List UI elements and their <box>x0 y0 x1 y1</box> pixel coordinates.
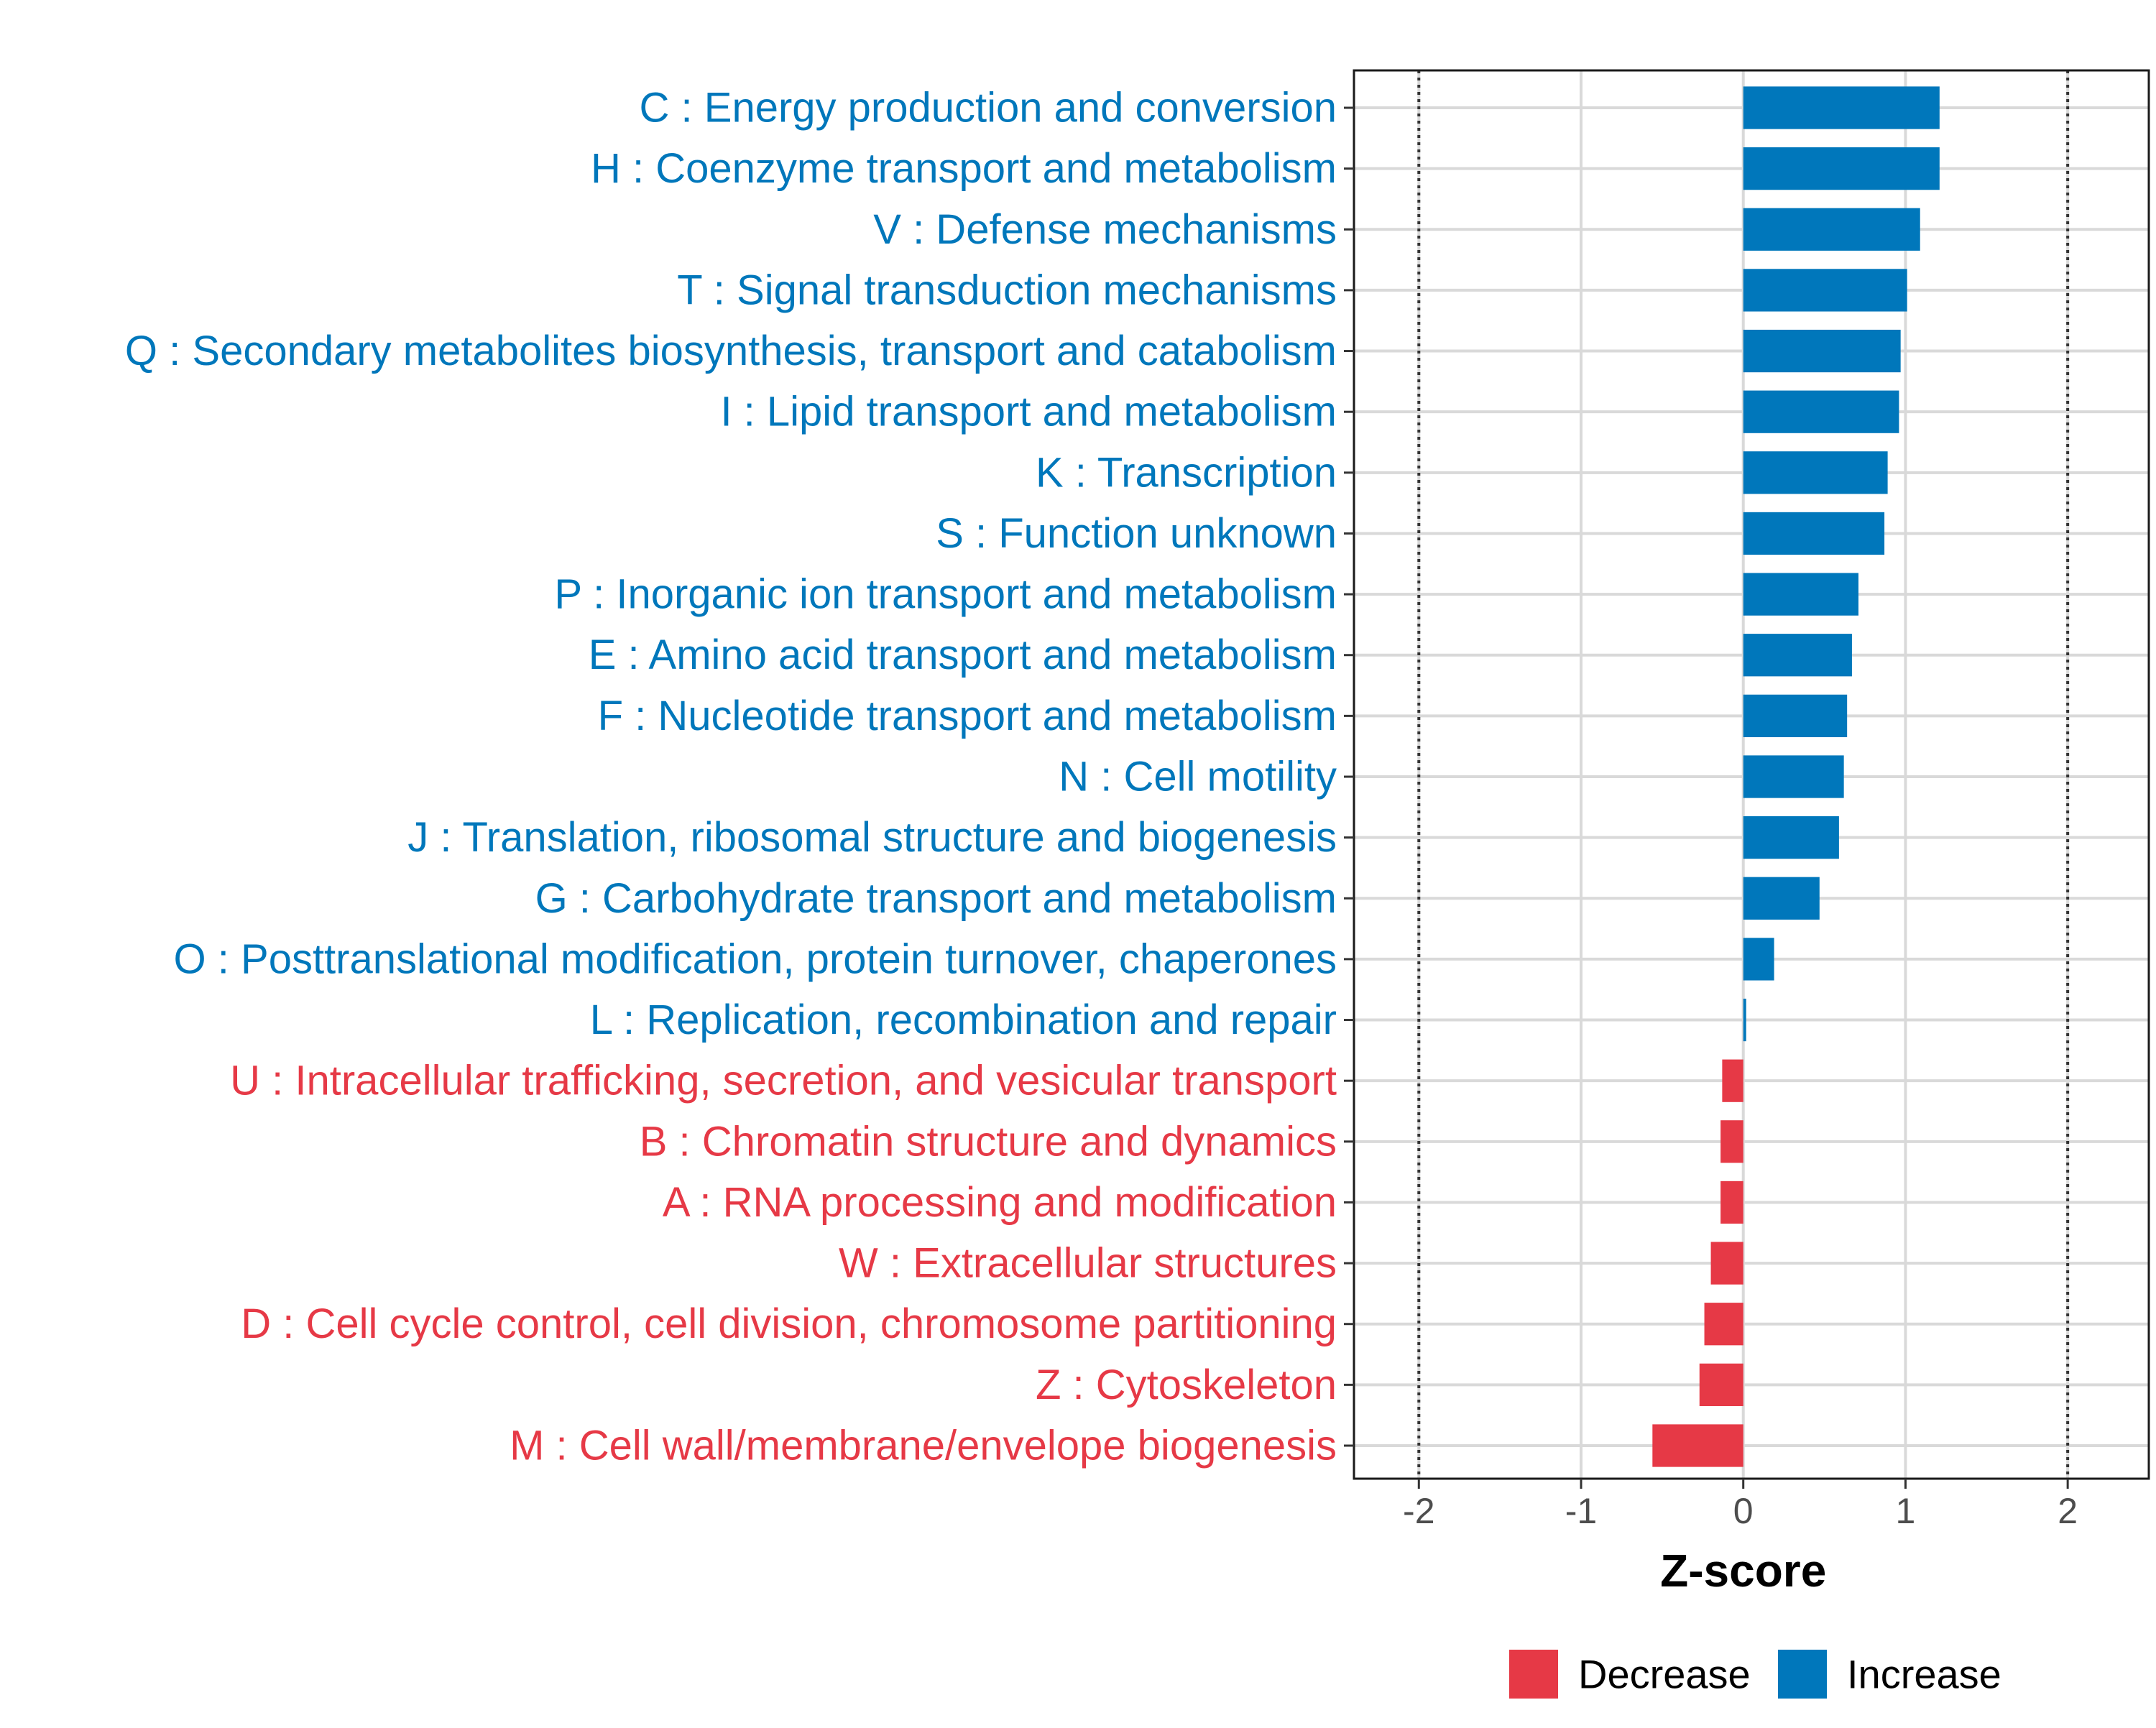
category-label: G : Carbohydrate transport and metabolis… <box>535 875 1337 922</box>
category-label: L : Replication, recombination and repai… <box>590 997 1337 1043</box>
bar <box>1743 573 1858 616</box>
category-label: A : RNA processing and modification <box>663 1179 1337 1226</box>
x-tick-label: -1 <box>1565 1491 1597 1531</box>
bar <box>1743 816 1839 859</box>
bar <box>1743 634 1852 677</box>
bar <box>1743 877 1820 920</box>
x-tick-label: 0 <box>1733 1491 1754 1531</box>
bar <box>1704 1303 1743 1346</box>
category-label: Z : Cytoskeleton <box>1036 1362 1337 1408</box>
bar <box>1710 1242 1743 1285</box>
category-label: T : Signal transduction mechanisms <box>677 267 1337 313</box>
category-label: V : Defense mechanisms <box>873 206 1337 253</box>
bar <box>1743 938 1774 981</box>
legend-swatch <box>1509 1650 1558 1699</box>
category-label: I : Lipid transport and metabolism <box>720 389 1337 435</box>
bar <box>1743 694 1848 737</box>
category-label: Q : Secondary metabolites biosynthesis, … <box>125 328 1337 374</box>
category-label: U : Intracellular trafficking, secretion… <box>230 1058 1337 1104</box>
x-tick-label: 2 <box>2058 1491 2078 1531</box>
legend-label: Increase <box>1847 1652 2001 1697</box>
category-label: D : Cell cycle control, cell division, c… <box>241 1300 1337 1347</box>
bar <box>1743 451 1888 494</box>
category-label: P : Inorganic ion transport and metaboli… <box>554 571 1337 618</box>
bar <box>1720 1120 1743 1163</box>
category-label: J : Translation, ribosomal structure and… <box>407 814 1337 861</box>
category-label: K : Transcription <box>1036 449 1337 496</box>
category-label: O : Posttranslational modification, prot… <box>174 935 1337 982</box>
plot-panel-border <box>1353 69 2150 1480</box>
bar <box>1743 512 1885 555</box>
bar <box>1743 86 1940 129</box>
category-label: N : Cell motility <box>1059 754 1337 800</box>
category-label: H : Coenzyme transport and metabolism <box>591 145 1337 192</box>
bar <box>1652 1424 1743 1467</box>
bar <box>1743 208 1920 251</box>
bar <box>1743 329 1901 373</box>
category-label: E : Amino acid transport and metabolism <box>589 632 1337 678</box>
bar <box>1743 147 1940 190</box>
bar <box>1722 1059 1743 1102</box>
category-label: W : Extracellular structures <box>839 1240 1337 1287</box>
category-label: C : Energy production and conversion <box>640 85 1337 131</box>
legend-label: Decrease <box>1578 1652 1751 1697</box>
legend-swatch <box>1778 1650 1827 1699</box>
category-label: F : Nucleotide transport and metabolism <box>598 693 1337 739</box>
bar <box>1743 269 1907 312</box>
category-label: M : Cell wall/membrane/envelope biogenes… <box>510 1423 1337 1469</box>
x-axis-title: Z-score <box>1660 1545 1826 1597</box>
bar <box>1743 755 1844 798</box>
x-tick-label: -2 <box>1403 1491 1434 1531</box>
bar <box>1743 998 1746 1042</box>
category-label: B : Chromatin structure and dynamics <box>640 1118 1337 1165</box>
x-tick-label: 1 <box>1896 1491 1916 1531</box>
category-label: S : Function unknown <box>936 510 1337 557</box>
bar <box>1699 1363 1743 1406</box>
bar <box>1720 1181 1743 1224</box>
bar <box>1743 390 1899 433</box>
